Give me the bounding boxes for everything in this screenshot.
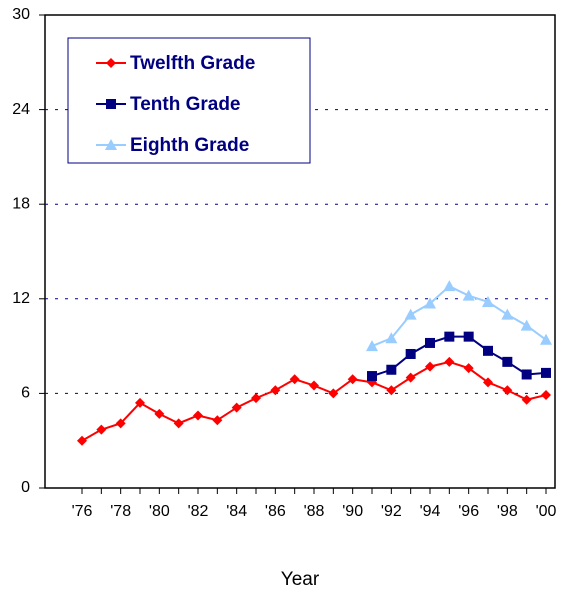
point [328,388,339,399]
y-tick-label: 0 [21,479,30,496]
y-tick-label: 30 [12,6,30,23]
x-tick-label: '98 [497,503,518,520]
series-line [371,284,547,348]
x-tick-label: '88 [304,503,325,520]
x-tick-label: '90 [342,503,363,520]
point [425,337,435,348]
x-tick-label: '80 [149,503,170,520]
point [463,363,474,374]
y-tick-label: 12 [12,290,30,307]
point [520,319,533,331]
point [483,377,493,388]
point [105,139,117,150]
x-tick-label: '82 [188,503,209,520]
x-tick-label: '86 [265,503,286,520]
series-line [371,335,547,378]
x-tick-label: '76 [72,503,93,520]
y-tick-label: 6 [21,385,30,402]
point [115,418,126,429]
point [96,424,107,435]
point [270,385,281,396]
point [367,371,377,382]
point [463,331,474,342]
point [424,297,436,309]
point [135,397,145,408]
y-tick-label: 18 [12,195,30,212]
x-tick-label: '96 [458,503,479,520]
legend-label: Twelfth Grade [130,53,255,74]
point [502,385,513,396]
point [462,289,475,301]
point [405,372,416,383]
point [193,410,203,421]
point [231,402,242,413]
x-tick-label: '92 [381,503,402,520]
y-tick-label: 24 [12,101,30,118]
point [106,99,116,109]
point [404,308,417,320]
point [444,356,455,367]
plot-frame [44,14,556,489]
x-tick-label: '00 [536,503,557,520]
point [405,348,416,359]
point [154,408,165,419]
x-tick-label: '78 [110,503,131,520]
point [173,418,184,429]
point [541,367,551,378]
x-tick-label: '84 [226,503,247,520]
point [444,331,455,342]
point [483,345,493,356]
point [521,394,532,405]
point [385,332,398,344]
x-axis-title: Year [281,569,320,590]
point [541,389,551,400]
point [482,295,494,307]
point [502,356,513,367]
legend: Twelfth Grade Tenth Grade Eighth Grade [67,37,311,164]
point [443,280,456,292]
point [106,58,116,68]
x-tick-label: '94 [420,503,441,520]
point [347,374,358,385]
point [521,369,532,380]
point [251,393,261,404]
series-line [81,360,547,442]
legend-label: Eighth Grade [130,135,249,156]
point [309,380,319,391]
point [386,364,397,375]
point [501,308,514,320]
point [77,435,87,446]
point [425,361,435,372]
point [540,333,552,345]
legend-label: Tenth Grade [130,94,241,115]
point [212,415,223,426]
point [366,340,378,352]
point [289,374,300,385]
point [386,385,397,396]
